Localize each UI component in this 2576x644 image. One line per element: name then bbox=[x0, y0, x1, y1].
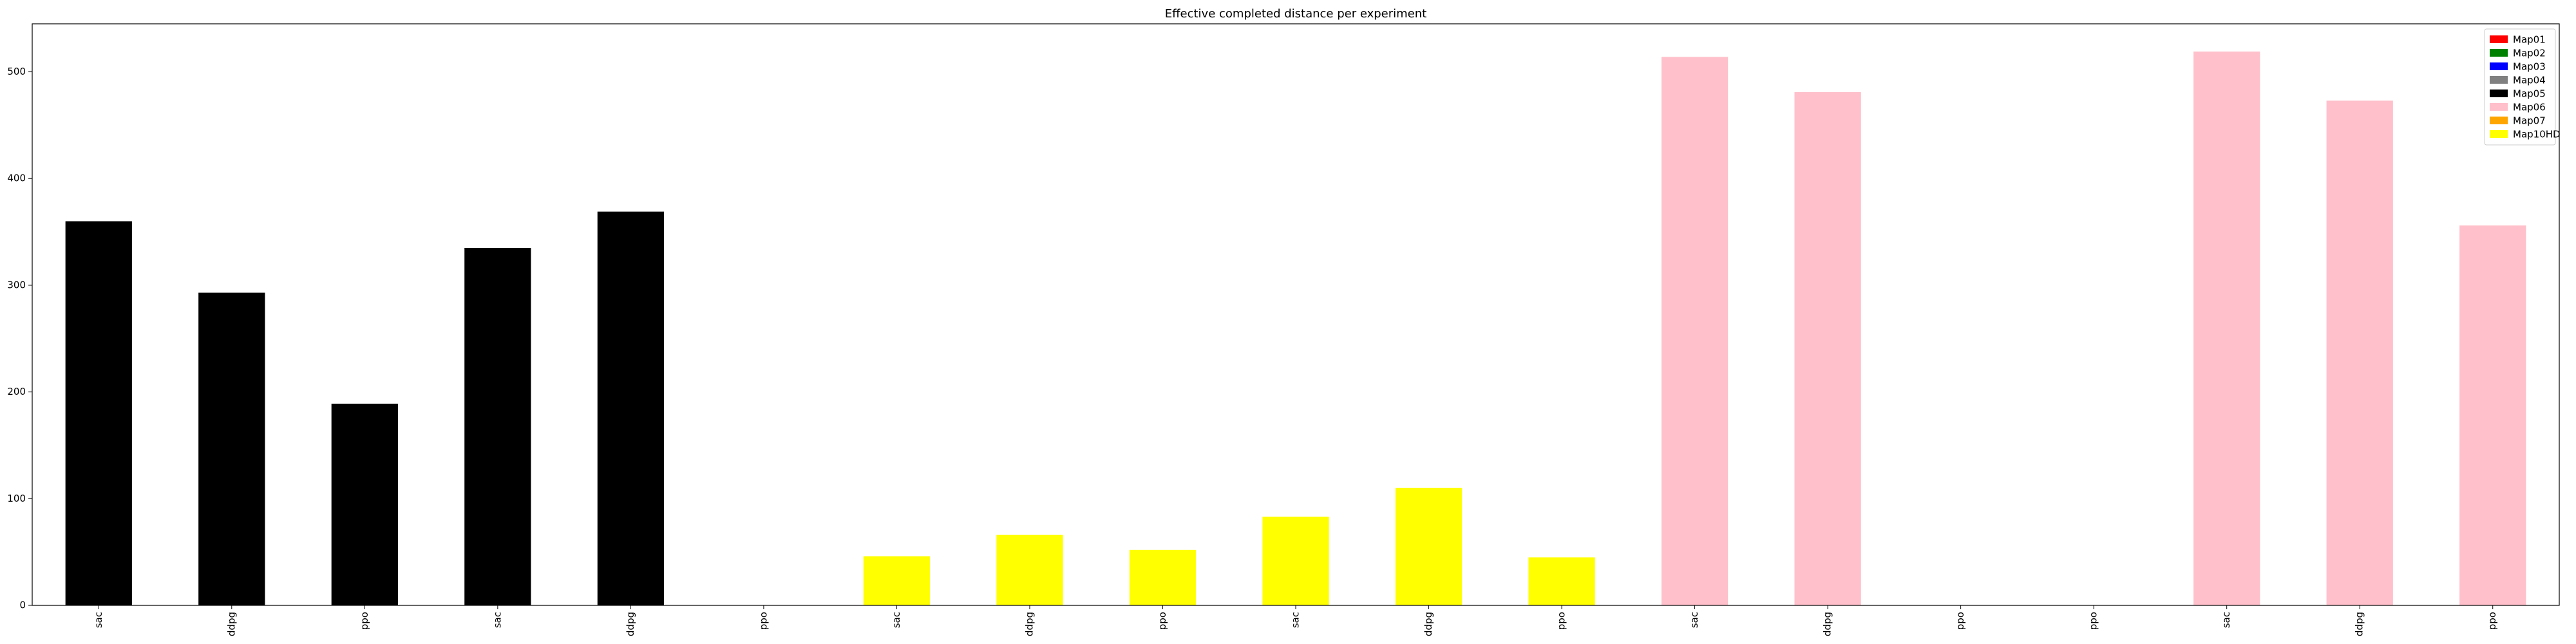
legend-box bbox=[2484, 28, 2556, 146]
legend-swatch-map10hd bbox=[2490, 130, 2508, 138]
bar-18-ppo bbox=[2459, 225, 2526, 605]
y-axis: 0 100 200 300 400 500 bbox=[7, 66, 32, 611]
plot-frame bbox=[32, 23, 2560, 606]
bar-9-sac bbox=[1262, 516, 1329, 605]
bar-12-sac bbox=[1661, 57, 1728, 606]
y-tick-label-300: 300 bbox=[7, 279, 26, 290]
x-tick-label-17: ddpg bbox=[2354, 612, 2365, 636]
x-tick-label-3: sac bbox=[491, 612, 503, 628]
bar-16-sac bbox=[2193, 52, 2260, 605]
legend-label-map05: Map05 bbox=[2513, 88, 2546, 100]
bars-group bbox=[65, 52, 2526, 606]
y-tick-label-400: 400 bbox=[7, 173, 26, 184]
legend-swatch-map07 bbox=[2490, 117, 2508, 124]
x-tick-label-15: ppo bbox=[2088, 612, 2099, 630]
bar-1-ddpg bbox=[198, 292, 265, 605]
x-tick-label-18: ppo bbox=[2486, 612, 2498, 630]
x-tick-label-2: ppo bbox=[359, 612, 370, 630]
bar-2-ppo bbox=[331, 403, 398, 605]
bar-17-ddpg bbox=[2326, 100, 2393, 605]
y-tick-label-500: 500 bbox=[7, 66, 26, 77]
legend-label-map03: Map03 bbox=[2513, 61, 2546, 73]
legend-label-map07: Map07 bbox=[2513, 115, 2546, 127]
legend-swatch-map01 bbox=[2490, 35, 2508, 43]
legend: Map01 Map02 Map03 Map04 Map05 Map06 Map07 Map10… bbox=[2484, 28, 2561, 146]
x-tick-label-5: ppo bbox=[757, 612, 769, 630]
x-tick-label-10: ddpg bbox=[1423, 612, 1434, 636]
x-tick-label-8: ppo bbox=[1157, 612, 1168, 630]
y-tick-label-100: 100 bbox=[7, 493, 26, 504]
y-tick-label-200: 200 bbox=[7, 386, 26, 397]
x-tick-label-12: sac bbox=[1689, 612, 1700, 628]
legend-label-map04: Map04 bbox=[2513, 75, 2546, 86]
legend-swatch-map03 bbox=[2490, 62, 2508, 70]
x-tick-label-16: sac bbox=[2221, 612, 2232, 628]
x-axis: sac ddpg ppo sac ddpg ppo sac ddpg ppo sac ddpg ppo… bbox=[93, 605, 2498, 636]
bar-7-ddpg bbox=[996, 535, 1063, 605]
x-tick-label-11: ppo bbox=[1556, 612, 1567, 630]
x-tick-label-6: sac bbox=[891, 612, 902, 628]
legend-swatch-map06 bbox=[2490, 103, 2508, 111]
x-tick-label-14: ppo bbox=[1955, 612, 1966, 630]
legend-swatch-map02 bbox=[2490, 49, 2508, 57]
chart-title: Effective completed distance per experim… bbox=[1165, 7, 1426, 21]
legend-label-map06: Map06 bbox=[2513, 102, 2546, 113]
x-tick-label-13: ddpg bbox=[1822, 612, 1833, 636]
legend-label-map02: Map02 bbox=[2513, 48, 2546, 59]
x-tick-label-0: sac bbox=[93, 612, 104, 628]
legend-swatch-map04 bbox=[2490, 76, 2508, 84]
x-tick-label-4: ddpg bbox=[625, 612, 636, 636]
bar-13-ddpg bbox=[1794, 92, 1861, 606]
x-tick-label-7: ddpg bbox=[1023, 612, 1035, 636]
bar-6-sac bbox=[863, 556, 931, 605]
legend-label-map01: Map01 bbox=[2513, 34, 2546, 46]
bar-10-ddpg bbox=[1395, 488, 1463, 605]
x-tick-label-9: sac bbox=[1290, 612, 1302, 628]
x-tick-label-1: ddpg bbox=[225, 612, 237, 636]
bar-4-ddpg bbox=[597, 211, 664, 605]
y-tick-label-0: 0 bbox=[19, 600, 26, 611]
bar-8-ppo bbox=[1129, 549, 1197, 605]
bar-3-sac bbox=[464, 247, 531, 605]
bar-11-ppo bbox=[1528, 557, 1595, 605]
bar-0-sac bbox=[65, 221, 132, 605]
legend-swatch-map05 bbox=[2490, 90, 2508, 97]
legend-label-map10hd: Map10HD bbox=[2513, 129, 2561, 140]
